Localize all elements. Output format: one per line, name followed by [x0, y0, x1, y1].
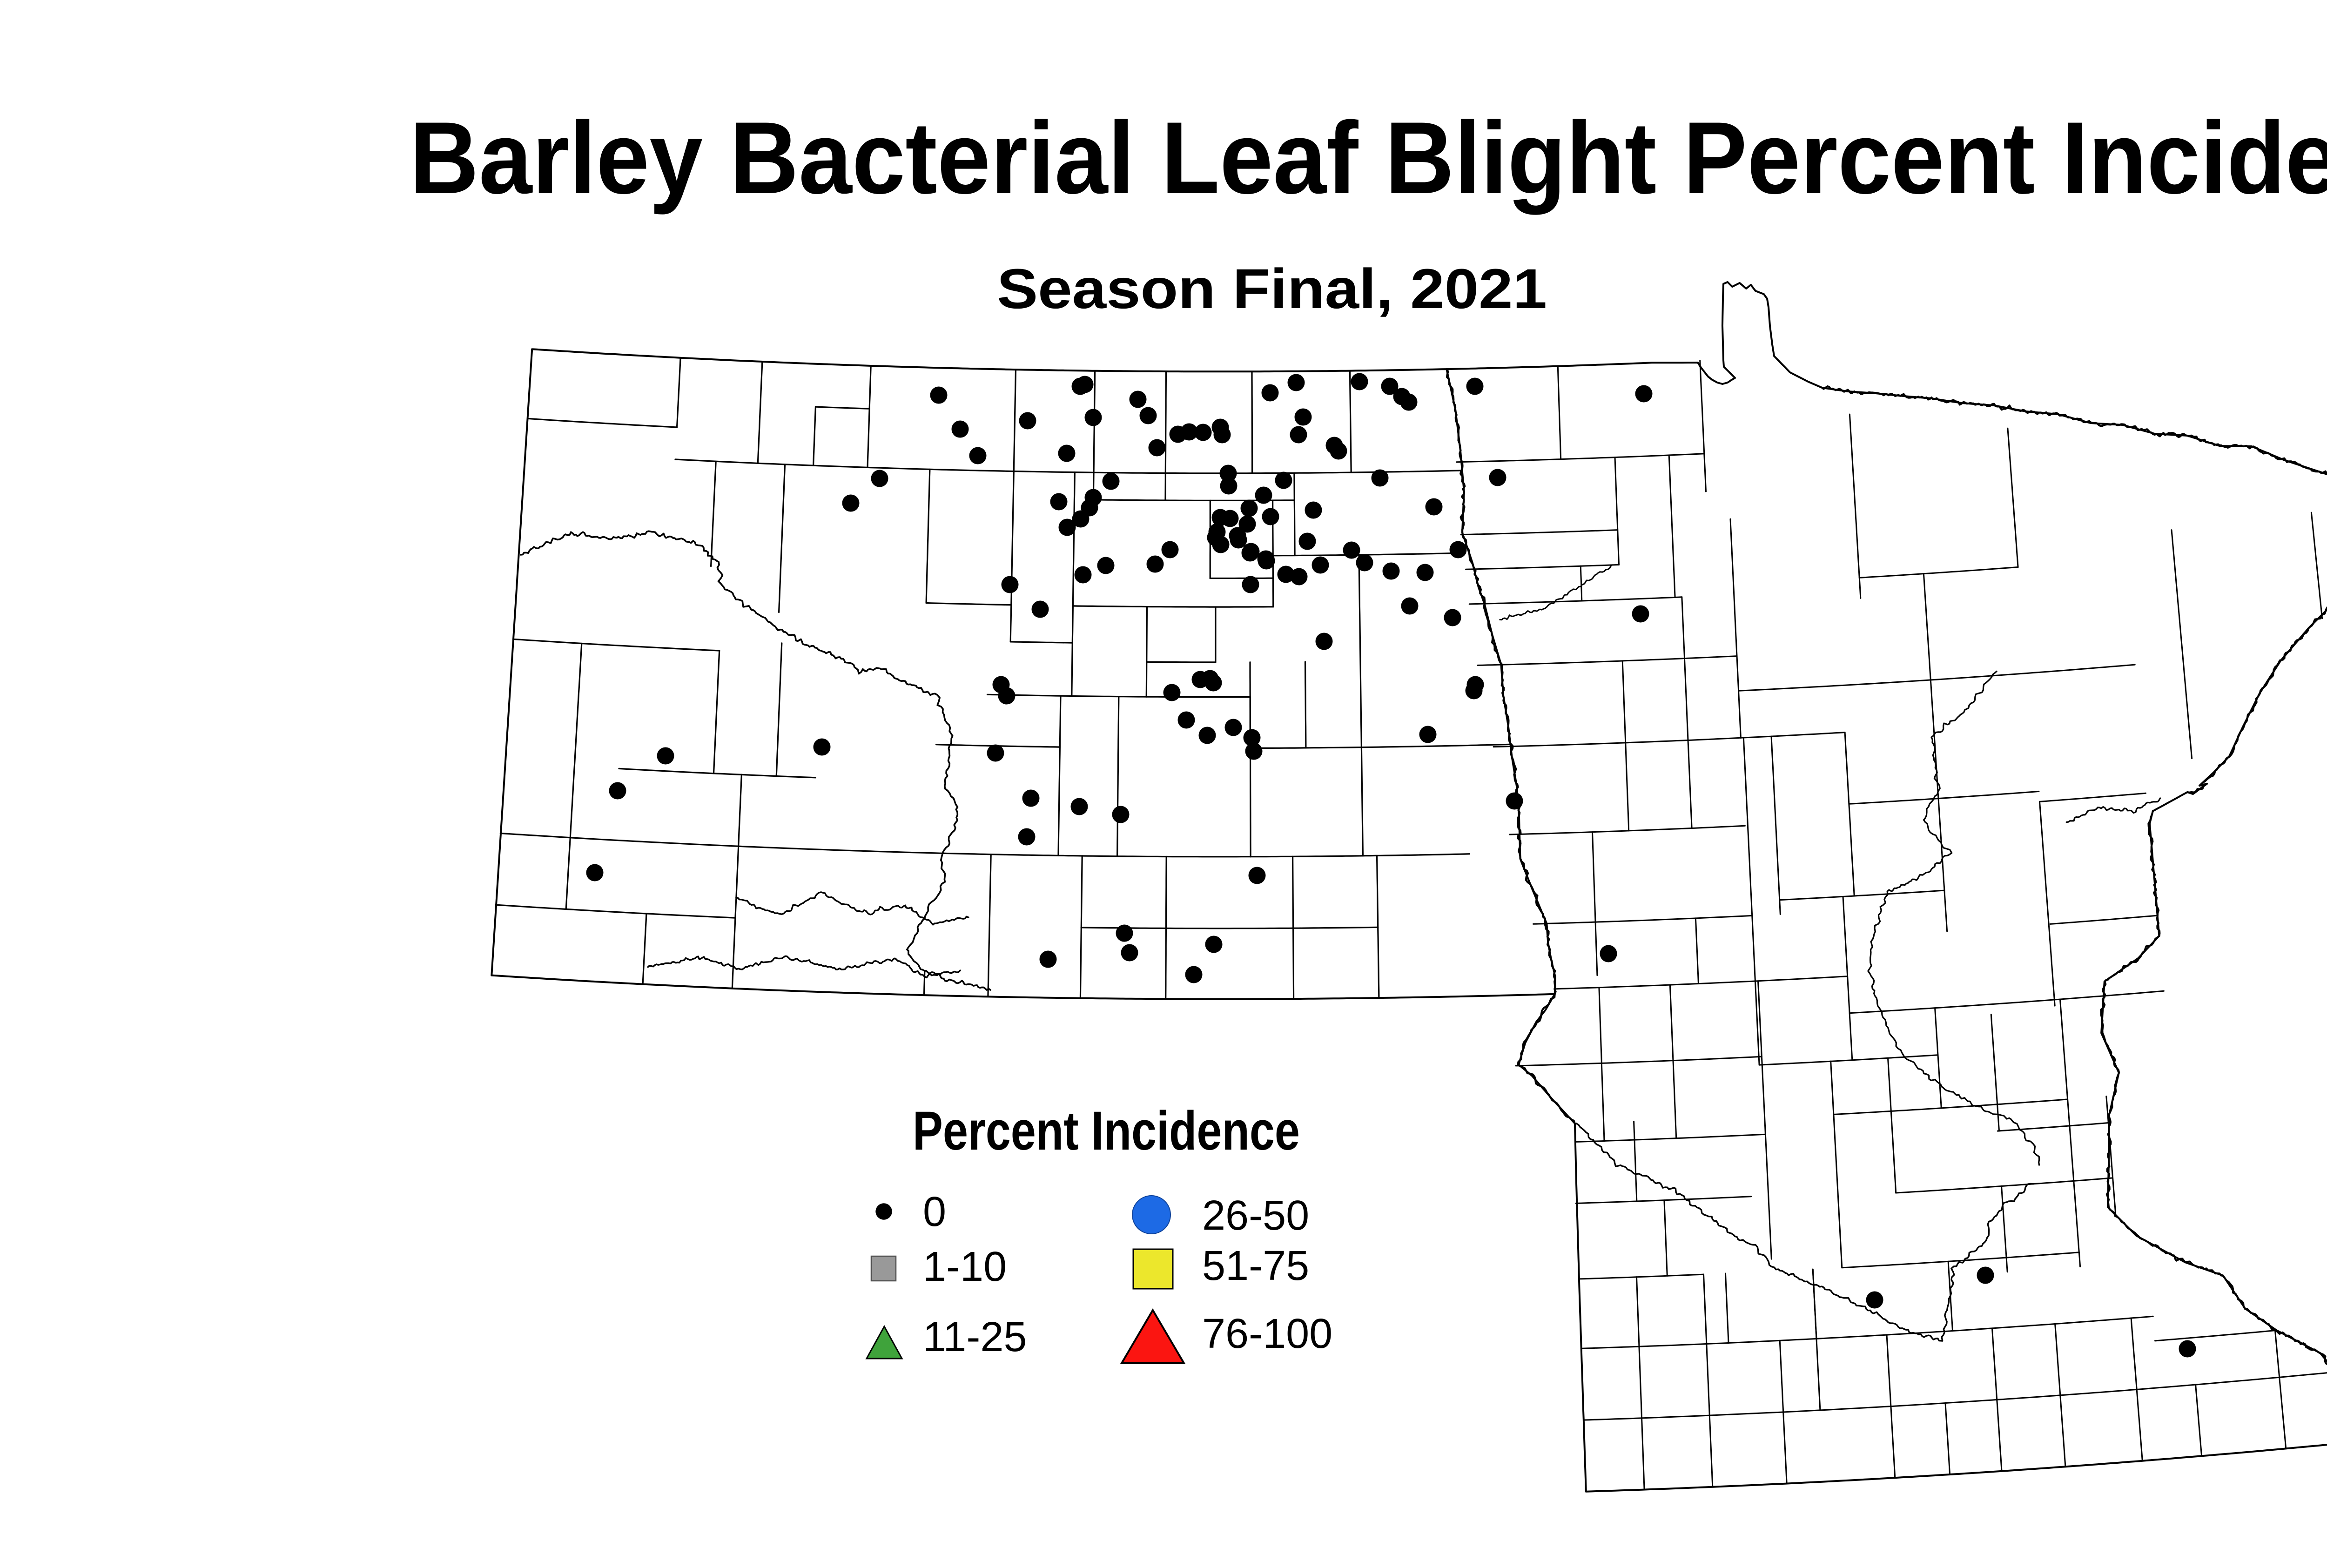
svg-text:26-50: 26-50 — [1202, 1192, 1309, 1239]
svg-text:51-75: 51-75 — [1202, 1243, 1309, 1289]
svg-text:11-25: 11-25 — [923, 1314, 1027, 1360]
svg-text:0: 0 — [923, 1189, 946, 1235]
svg-text:1-10: 1-10 — [923, 1244, 1007, 1290]
svg-text:Barley Bacterial Leaf Blight P: Barley Bacterial Leaf Blight Percent Inc… — [410, 101, 2327, 215]
svg-text:76-100: 76-100 — [1202, 1311, 1332, 1357]
svg-text:Percent Incidence: Percent Incidence — [913, 1100, 1300, 1162]
svg-text:Season Final, 2021: Season Final, 2021 — [997, 257, 1547, 320]
